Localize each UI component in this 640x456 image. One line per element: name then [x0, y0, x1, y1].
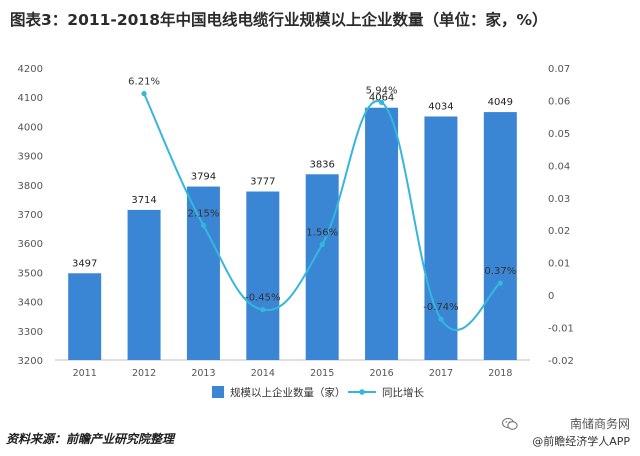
source-note: 资料来源：前瞻产业研究院整理	[6, 432, 175, 446]
x-tick-label: 2013	[191, 368, 215, 379]
bar-data-label: 3497	[72, 258, 97, 269]
y-right-tick-label: 0.03	[548, 194, 570, 205]
y-right-tick-label: 0.04	[548, 161, 570, 172]
brand-name: 南储商务网	[569, 417, 630, 431]
y-left-tick-label: 3400	[18, 298, 43, 309]
bar-data-label: 4064	[369, 93, 394, 104]
growth-point	[497, 280, 503, 286]
x-tick-label: 2016	[369, 368, 393, 379]
bar-data-label: 3794	[191, 172, 216, 183]
bar-data-label: 3836	[309, 159, 334, 170]
y-left-tick-label: 4100	[18, 93, 43, 104]
x-tick-label: 2011	[73, 368, 97, 379]
growth-point	[319, 241, 325, 248]
bar-data-label: 4049	[488, 97, 513, 108]
legend-swatch-bar	[212, 386, 224, 398]
bar	[127, 209, 161, 360]
y-left-tick-label: 3700	[18, 210, 43, 221]
chart-title: 图表3：2011-2018年中国电线电缆行业规模以上企业数量（单位：家，%）	[10, 11, 548, 29]
legend-label-line: 同比增长	[382, 386, 424, 399]
brand-watermark: 南储商务网 @前瞻经济学人APP	[502, 415, 632, 451]
growth-data-label: -0.74%	[423, 302, 458, 313]
y-right-tick-label: -0.01	[548, 324, 574, 335]
bar	[483, 112, 517, 360]
y-right-tick-label: 0.05	[548, 129, 570, 140]
growth-point	[260, 307, 266, 313]
growth-data-label: 1.56%	[306, 227, 338, 238]
growth-point	[438, 316, 444, 322]
y-left-tick-label: 3900	[18, 152, 43, 163]
growth-data-label: 5.94%	[366, 85, 398, 96]
y-left-tick-label: 4200	[18, 64, 43, 75]
x-tick-label: 2017	[429, 368, 453, 379]
growth-point	[200, 222, 207, 228]
bar	[305, 174, 339, 360]
y-left-tick-label: 3600	[18, 239, 43, 250]
x-tick-label: 2018	[488, 368, 512, 379]
y-right-tick-label: 0.01	[548, 259, 570, 270]
y-left-tick-label: 3500	[18, 268, 43, 279]
wechat-icon	[502, 417, 518, 430]
bar	[186, 186, 220, 360]
bar	[68, 273, 102, 360]
y-right-tick-label: 0.06	[548, 96, 570, 107]
y-right-tick-label: 0.02	[548, 226, 570, 237]
growth-data-label: 6.21%	[128, 77, 160, 88]
y-left-tick-label: 3200	[18, 356, 43, 367]
bar	[365, 107, 399, 360]
growth-data-label: -0.45%	[245, 293, 280, 304]
y-right-tick-label: 0	[548, 291, 554, 302]
x-tick-label: 2014	[251, 368, 275, 379]
growth-point	[378, 99, 385, 105]
growth-data-label: 2.15%	[188, 208, 220, 219]
growth-point	[141, 91, 147, 97]
bar-data-label: 3714	[131, 195, 156, 206]
bar	[424, 116, 458, 360]
legend-swatch-point	[359, 389, 365, 395]
y-right-tick-label: 0.07	[548, 64, 570, 75]
legend-label-bar: 规模以上企业数量（家）	[230, 386, 346, 399]
y-left-tick-label: 3800	[18, 181, 43, 192]
x-tick-label: 2012	[132, 368, 156, 379]
bar-data-label: 4034	[428, 101, 453, 112]
bar	[246, 191, 280, 360]
brand-app-label: @前瞻经济学人APP	[532, 435, 630, 448]
bar-data-label: 3777	[250, 177, 275, 188]
x-tick-label: 2015	[310, 368, 334, 379]
growth-data-label: 0.37%	[484, 266, 516, 277]
y-left-tick-label: 4000	[18, 122, 43, 133]
y-right-tick-label: -0.02	[548, 356, 574, 367]
y-left-tick-label: 3300	[18, 327, 43, 338]
